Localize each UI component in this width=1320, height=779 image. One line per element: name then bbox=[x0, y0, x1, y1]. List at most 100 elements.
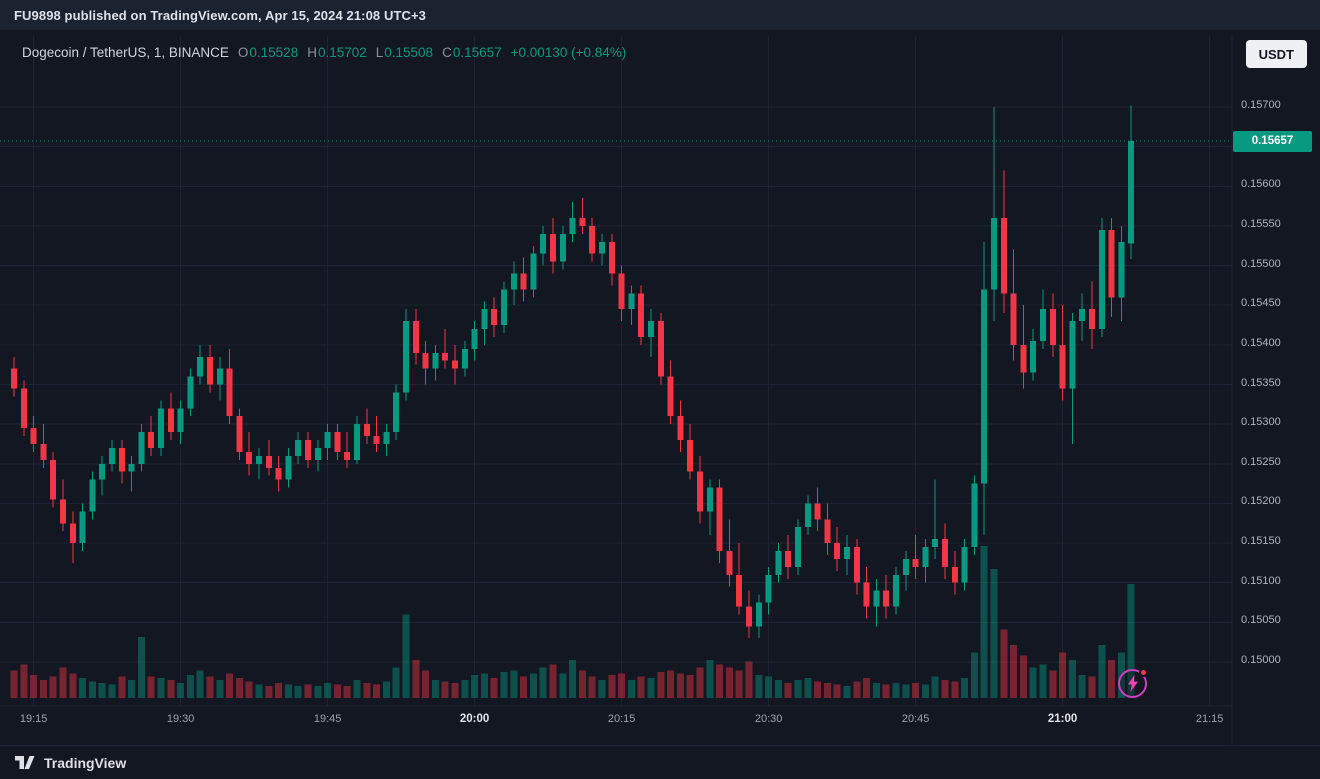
candle-body bbox=[706, 487, 713, 512]
candle-body bbox=[569, 218, 576, 234]
candle-body bbox=[530, 253, 537, 290]
candle-body bbox=[873, 590, 880, 607]
candle-body bbox=[452, 360, 458, 369]
candle-body bbox=[216, 368, 223, 385]
volume-bar bbox=[882, 684, 890, 698]
time-axis-label: 21:00 bbox=[1047, 713, 1078, 725]
candle-body bbox=[187, 376, 194, 409]
price-axis-label: 0.15450 bbox=[1241, 297, 1281, 310]
volume-bar bbox=[912, 682, 920, 698]
volume-bar bbox=[794, 679, 802, 698]
candle-body bbox=[461, 348, 468, 369]
candle-body bbox=[60, 499, 66, 524]
candle-body bbox=[1040, 309, 1046, 341]
candle-body bbox=[618, 273, 625, 310]
candle-body bbox=[471, 329, 478, 349]
candle-body bbox=[657, 321, 664, 377]
volume-bar bbox=[373, 684, 381, 698]
candle-body bbox=[785, 551, 792, 567]
volume-bar bbox=[402, 614, 410, 698]
time-axis-label: 20:15 bbox=[607, 713, 636, 725]
candle-body bbox=[481, 309, 488, 329]
volume-bar bbox=[157, 678, 165, 698]
volume-bar bbox=[804, 678, 812, 698]
volume-bar bbox=[39, 679, 47, 698]
volume-bar bbox=[137, 637, 145, 698]
volume-bar bbox=[686, 675, 694, 698]
candle-body bbox=[167, 408, 174, 433]
volume-bar bbox=[951, 681, 959, 698]
price-axis[interactable]: 0.15700 0.15600 0.15550 0.15500 0.15450 0.154… bbox=[1232, 0, 1320, 745]
price-axis-label: 0.15100 bbox=[1241, 574, 1281, 587]
candle-body bbox=[373, 436, 380, 444]
volume-bar bbox=[333, 684, 341, 698]
candle-body bbox=[30, 428, 37, 444]
volume-bar bbox=[343, 685, 351, 698]
symbol-title: Dogecoin / TetherUS, 1, BINANCE bbox=[22, 45, 229, 60]
candle-body bbox=[226, 368, 233, 417]
candle-body bbox=[50, 459, 57, 500]
volume-bar bbox=[657, 672, 665, 698]
candle-body bbox=[40, 443, 47, 460]
ohlc-open: O 0.15528 bbox=[237, 45, 299, 60]
volume-bar bbox=[69, 673, 77, 698]
price-axis-label: 0.15400 bbox=[1241, 336, 1281, 349]
candle-body bbox=[334, 432, 341, 452]
volume-bar bbox=[363, 682, 371, 698]
tradingview-brand[interactable]: TradingView bbox=[44, 754, 127, 771]
volume-bar bbox=[578, 670, 586, 698]
volume-bar bbox=[931, 676, 939, 698]
time-axis-label: 20:45 bbox=[901, 713, 930, 725]
volume-bar bbox=[872, 682, 880, 698]
time-axis[interactable]: 19:15 19:30 19:45 20:00 20:15 20:30 20:45 21:00… bbox=[0, 706, 1232, 740]
candle-body bbox=[1118, 241, 1125, 298]
volume-bar bbox=[265, 685, 273, 698]
flash-button[interactable] bbox=[1118, 668, 1148, 698]
price-axis-label: 0.15250 bbox=[1241, 455, 1281, 468]
volume-bar bbox=[186, 675, 194, 698]
candle-body bbox=[697, 471, 703, 512]
candle-body bbox=[628, 293, 635, 310]
volume-bar bbox=[79, 678, 87, 698]
volume-bar bbox=[441, 681, 449, 698]
time-axis-label: 19:30 bbox=[166, 713, 195, 725]
price-axis-label: 0.15350 bbox=[1241, 376, 1281, 389]
volume-bar bbox=[49, 676, 57, 698]
volume-bar bbox=[226, 673, 234, 698]
volume-bar bbox=[843, 685, 851, 698]
volume-bar bbox=[196, 670, 204, 698]
price-axis-label: 0.15200 bbox=[1241, 495, 1281, 508]
candle-body bbox=[991, 218, 997, 290]
candle-body bbox=[863, 582, 870, 607]
volume-bar bbox=[480, 673, 488, 698]
candle-body bbox=[89, 479, 96, 512]
candle-body bbox=[912, 558, 919, 567]
chart-legend: Dogecoin / TetherUS, 1, BINANCE O 0.15528… bbox=[22, 45, 626, 60]
volume-bar bbox=[814, 681, 822, 698]
volume-bar bbox=[921, 684, 929, 698]
candle-body bbox=[275, 467, 282, 480]
candle-body bbox=[961, 547, 968, 583]
candle-body bbox=[1079, 309, 1086, 322]
candle-body bbox=[20, 388, 27, 429]
volume-bar bbox=[284, 684, 292, 698]
volume-bar bbox=[892, 682, 900, 698]
candle-body bbox=[638, 293, 645, 337]
volume-bar bbox=[382, 681, 390, 698]
candle-body bbox=[344, 451, 351, 460]
tradingview-logo-icon[interactable] bbox=[14, 755, 36, 770]
candle-body bbox=[158, 408, 164, 448]
volume-bar bbox=[1059, 652, 1067, 698]
candle-body bbox=[314, 447, 321, 460]
volume-bar bbox=[980, 546, 988, 698]
notification-dot bbox=[1139, 668, 1148, 677]
volume-bar bbox=[1010, 644, 1018, 698]
candle-body bbox=[1049, 309, 1056, 345]
currency-toggle-button[interactable]: USDT bbox=[1245, 40, 1307, 68]
volume-bar bbox=[304, 684, 312, 698]
candle-body bbox=[814, 503, 821, 520]
candle-body bbox=[540, 233, 547, 254]
volume-bar bbox=[510, 670, 518, 698]
candle-body bbox=[236, 416, 243, 452]
